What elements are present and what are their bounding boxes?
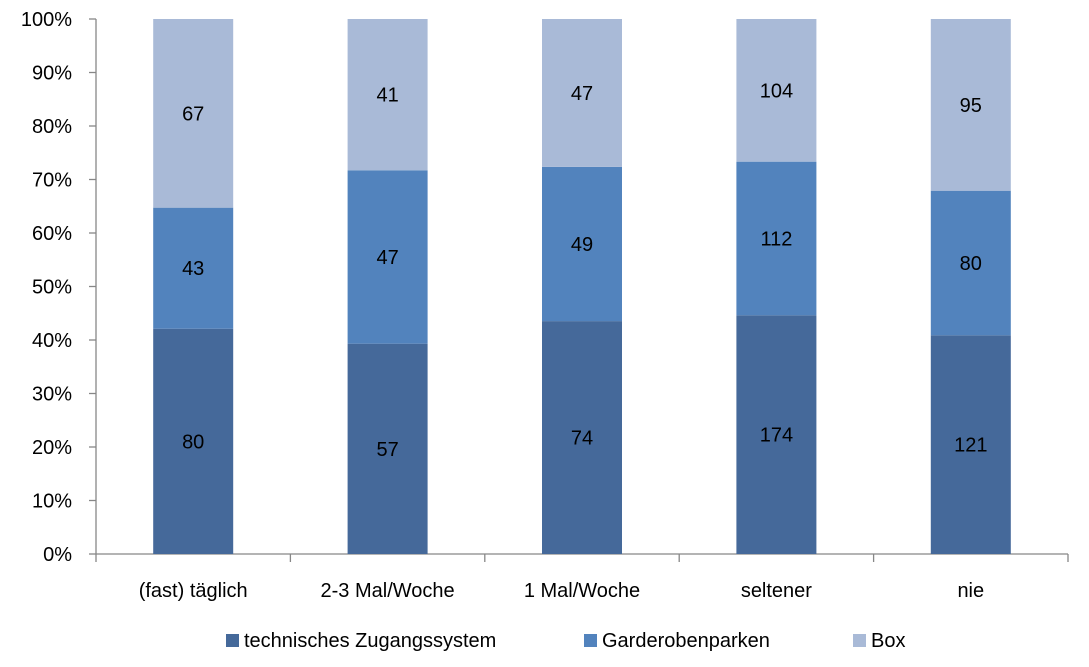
bar-segment — [542, 19, 622, 167]
y-tick-label: 50% — [32, 277, 72, 299]
data-label: 112 — [760, 228, 792, 250]
y-tick-label: 60% — [32, 223, 72, 245]
data-label: 47 — [571, 83, 593, 105]
y-tick-label: 10% — [32, 491, 72, 513]
y-tick-label: 70% — [32, 170, 72, 192]
legend-label: technisches Zugangssystem — [244, 630, 496, 652]
legend-swatch — [226, 634, 239, 647]
data-label: 57 — [376, 439, 398, 461]
legend-swatch — [584, 634, 597, 647]
bar-segment — [347, 19, 428, 171]
data-label: 67 — [182, 103, 204, 125]
bar-segment — [153, 19, 234, 208]
data-label: 74 — [571, 428, 593, 450]
bar-segment — [736, 161, 817, 316]
data-label: 47 — [376, 247, 398, 269]
data-label: 41 — [376, 85, 398, 107]
x-tick-label: (fast) täglich — [139, 580, 248, 602]
bar-segment — [930, 19, 1011, 191]
data-label: 95 — [960, 95, 982, 117]
legend-label: Garderobenparken — [602, 630, 770, 652]
x-tick-label: 1 Mal/Woche — [524, 580, 640, 602]
y-tick-label: 80% — [32, 116, 72, 138]
x-tick-label: nie — [957, 580, 984, 602]
y-tick-label: 40% — [32, 330, 72, 352]
bar-segment — [347, 343, 428, 554]
bar-segment — [930, 335, 1011, 554]
bar-segment — [153, 328, 234, 554]
bar-segment — [736, 19, 817, 162]
data-label: 43 — [182, 258, 204, 280]
data-label: 80 — [182, 431, 204, 453]
y-tick-label: 90% — [32, 63, 72, 85]
y-tick-label: 30% — [32, 384, 72, 406]
data-label: 80 — [960, 253, 982, 275]
bar-segment — [930, 190, 1011, 336]
y-tick-label: 0% — [43, 544, 72, 566]
legend-swatch — [853, 634, 866, 647]
bar-segment — [153, 207, 234, 329]
y-tick-label: 20% — [32, 437, 72, 459]
data-label: 49 — [571, 234, 593, 256]
x-tick-label: seltener — [741, 580, 812, 602]
legend-label: Box — [871, 630, 905, 652]
bar-segment — [542, 166, 622, 322]
x-tick-label: 2-3 Mal/Woche — [321, 580, 455, 602]
bar-segment — [542, 321, 622, 554]
y-tick-label: 100% — [21, 9, 72, 31]
data-label: 121 — [954, 435, 987, 457]
data-label: 174 — [760, 425, 793, 447]
bar-segment — [347, 170, 428, 344]
data-label: 104 — [760, 80, 793, 102]
bar-segment — [736, 315, 817, 554]
